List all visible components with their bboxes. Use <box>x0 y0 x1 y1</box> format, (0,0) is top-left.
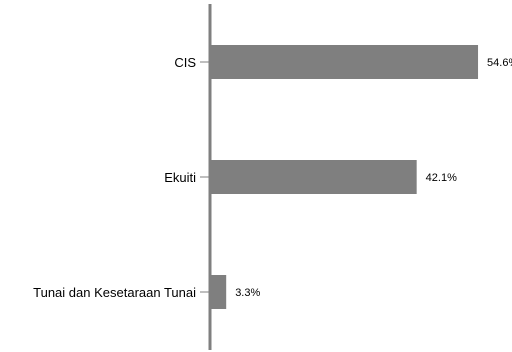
value-label-cis: 54.6% <box>487 57 512 69</box>
tick-marks-layer <box>200 61 210 293</box>
bars-layer <box>210 45 479 309</box>
category-labels-layer: CIS Ekuiti Tunai dan Kesetaraan Tunai <box>33 55 196 300</box>
value-labels-layer: 54.6% 42.1% 3.3% <box>235 57 512 299</box>
category-label-ekuiti: Ekuiti <box>164 170 196 185</box>
value-label-tunai-dan-kesetaraan-tunai: 3.3% <box>235 287 260 299</box>
bar-ekuiti <box>210 160 417 194</box>
category-label-tunai-dan-kesetaraan-tunai: Tunai dan Kesetaraan Tunai <box>33 285 196 300</box>
category-label-cis: CIS <box>174 55 196 70</box>
bar-cis <box>210 45 479 79</box>
bar-tunai-dan-kesetaraan-tunai <box>210 275 227 309</box>
value-label-ekuiti: 42.1% <box>426 172 457 184</box>
